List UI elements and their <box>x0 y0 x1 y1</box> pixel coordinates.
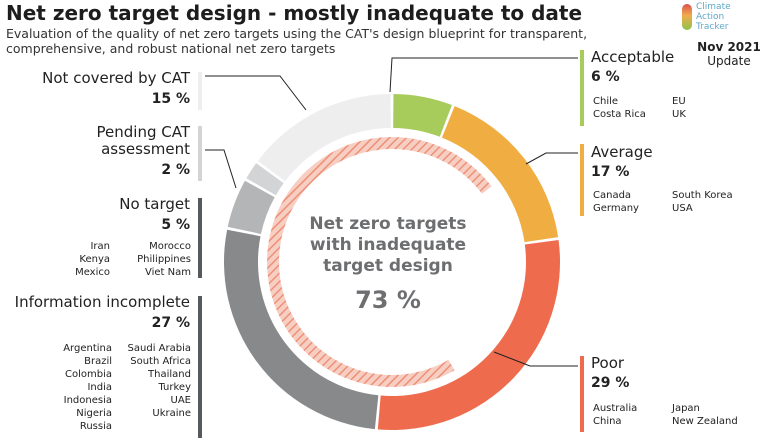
country-item: Turkey <box>158 382 191 393</box>
average-countries-col2: South Korea USA <box>672 189 733 215</box>
country-item: Saudi Arabia <box>127 343 191 354</box>
bar-no-target <box>198 198 202 278</box>
label-not-covered-pct: 15 % <box>151 91 190 107</box>
update-date: Nov 2021 Update <box>694 40 764 68</box>
acceptable-countries-col2: EU UK <box>672 95 686 121</box>
country-item: EU <box>672 96 686 107</box>
label-not-covered-name: Not covered by CAT <box>42 69 190 87</box>
label-acceptable: Acceptable 6 % <box>591 48 675 86</box>
country-item: Viet Nam <box>144 267 191 278</box>
label-average: Average 17 % <box>591 143 653 181</box>
donut-slice-no-target <box>227 180 275 234</box>
donut-slice-poor <box>377 240 560 430</box>
leader-line-acceptable <box>389 57 578 93</box>
chart-title: Net zero target design - mostly inadequa… <box>6 1 583 25</box>
country-item: Mexico <box>75 267 110 278</box>
leader-lines <box>205 57 578 367</box>
label-poor-pct: 29 % <box>591 375 630 391</box>
logo-text: Climate Action Tracker <box>696 2 731 32</box>
country-item: China <box>593 416 622 427</box>
country-item: Indonesia <box>63 395 112 406</box>
label-poor: Poor 29 % <box>591 354 630 392</box>
label-info-incomplete: Information incomplete 27 % <box>6 293 190 332</box>
donut-slice-pending-cat-assessment <box>246 163 284 196</box>
label-no-target-pct: 5 % <box>161 217 190 233</box>
country-item: Brazil <box>84 356 112 367</box>
bar-average <box>580 144 584 216</box>
donut-slice-information-incomplete <box>224 229 379 430</box>
center-percentage: 73 % <box>355 286 421 314</box>
country-item: Morocco <box>149 241 191 252</box>
country-item: Colombia <box>65 369 112 380</box>
country-item: UAE <box>170 395 191 406</box>
country-item: South Korea <box>672 190 733 201</box>
bar-not-covered <box>198 72 202 110</box>
donut-slice-average <box>441 106 559 243</box>
update-date-text: Nov 2021 <box>697 40 761 54</box>
country-item: Costa Rica <box>593 109 646 120</box>
country-item: India <box>87 382 112 393</box>
country-item: Iran <box>90 241 110 252</box>
bar-acceptable <box>580 50 584 126</box>
country-item: Canada <box>593 190 632 201</box>
country-item: South Africa <box>130 356 191 367</box>
info-incomplete-countries-col1: Argentina Brazil Colombia India Indonesi… <box>40 342 112 433</box>
average-countries-col1: Canada Germany <box>593 189 639 215</box>
country-item: Argentina <box>63 343 112 354</box>
leader-line-pending <box>205 149 237 189</box>
center-label: Net zero targets with inadequate target … <box>309 214 467 276</box>
poor-countries-col1: Australia China <box>593 402 637 428</box>
label-pending-name-1: Pending CAT <box>96 123 190 141</box>
label-pending-pct: 2 % <box>161 162 190 178</box>
label-no-target: No target 5 % <box>20 195 190 234</box>
label-not-covered: Not covered by CAT 15 % <box>20 69 190 108</box>
info-incomplete-countries-col2: Saudi Arabia South Africa Thailand Turke… <box>114 342 191 420</box>
country-item: Chile <box>593 96 619 107</box>
country-item: New Zealand <box>672 416 738 427</box>
chart-subtitle: Evaluation of the quality of net zero ta… <box>6 26 588 56</box>
thermometer-icon <box>682 4 692 30</box>
label-pending-name-2: assessment <box>101 140 190 158</box>
country-item: USA <box>672 203 693 214</box>
label-acceptable-name: Acceptable <box>591 48 675 66</box>
no-target-countries-col1: Iran Kenya Mexico <box>70 240 110 279</box>
country-item: Japan <box>672 403 700 414</box>
country-item: Kenya <box>79 254 110 265</box>
leader-line-average <box>525 152 578 165</box>
poor-countries-col2: Japan New Zealand <box>672 402 738 428</box>
country-item: UK <box>672 109 686 120</box>
bar-info-incomplete <box>198 296 202 438</box>
label-average-name: Average <box>591 143 653 161</box>
acceptable-countries-col1: Chile Costa Rica <box>593 95 646 121</box>
update-label: Update <box>707 54 751 68</box>
country-item: Germany <box>593 203 639 214</box>
country-item: Ukraine <box>152 408 191 419</box>
bar-poor <box>580 356 584 432</box>
no-target-countries-col2: Morocco Philippines Viet Nam <box>115 240 191 279</box>
country-item: Russia <box>79 421 112 432</box>
country-item: Philippines <box>137 254 191 265</box>
donut-slice-acceptable <box>393 94 452 137</box>
label-info-incomplete-pct: 27 % <box>151 315 190 331</box>
climate-action-tracker-logo: Climate Action Tracker <box>680 2 760 38</box>
country-item: Thailand <box>148 369 191 380</box>
leader-line-not-covered <box>205 75 307 111</box>
label-acceptable-pct: 6 % <box>591 69 620 85</box>
label-pending: Pending CAT assessment 2 % <box>20 123 190 179</box>
donut-slice-not-covered-by-cat <box>257 94 391 182</box>
label-info-incomplete-name: Information incomplete <box>14 293 190 311</box>
country-item: Australia <box>593 403 638 414</box>
label-poor-name: Poor <box>591 354 625 372</box>
country-item: Nigeria <box>76 408 112 419</box>
leader-line-poor <box>493 351 578 367</box>
label-no-target-name: No target <box>119 195 190 213</box>
bar-pending <box>198 126 202 181</box>
donut-slices <box>224 94 560 430</box>
label-average-pct: 17 % <box>591 164 630 180</box>
